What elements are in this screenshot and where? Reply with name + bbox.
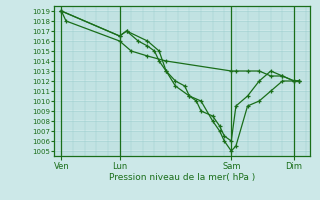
X-axis label: Pression niveau de la mer( hPa ): Pression niveau de la mer( hPa ) [109, 173, 256, 182]
